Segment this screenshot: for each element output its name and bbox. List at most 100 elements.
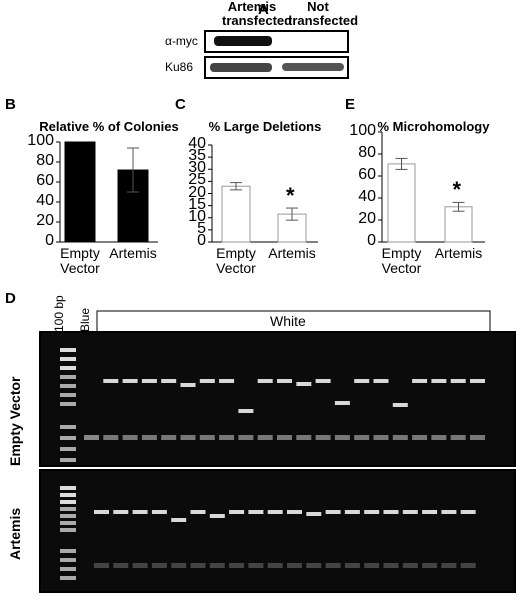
- ladder-band: [60, 436, 76, 440]
- gel-label: Empty Vector: [7, 376, 23, 466]
- gel-band: [180, 435, 196, 440]
- gel-band: [460, 563, 476, 568]
- x-tick-label: Artemis: [434, 245, 483, 261]
- blot-label: Ku86: [165, 60, 194, 74]
- gel-band: [209, 514, 225, 518]
- y-tick-label: 80: [36, 152, 54, 169]
- gel-band: [287, 510, 302, 514]
- blot: [204, 56, 349, 79]
- y-tick-label: 35: [188, 147, 206, 165]
- white-label: White: [270, 313, 306, 329]
- gel-band: [161, 435, 177, 440]
- gel-band: [460, 510, 476, 514]
- gel-band: [103, 379, 119, 383]
- gel-band: [94, 563, 109, 568]
- gel-band: [219, 379, 235, 383]
- x-tick-label: Empty Vector: [60, 245, 100, 276]
- gel-band: [190, 510, 206, 514]
- ladder-band: [60, 366, 76, 370]
- blot-label: α-myc: [165, 34, 198, 48]
- ladder-band: [60, 486, 76, 490]
- blue-label: Blue: [78, 307, 92, 332]
- bar: [444, 206, 473, 243]
- ladder-band: [60, 384, 76, 388]
- ladder-band: [60, 357, 76, 361]
- gel-band: [219, 435, 235, 440]
- gel-band: [441, 563, 457, 568]
- gel-band: [180, 383, 196, 387]
- gel-band: [248, 510, 264, 514]
- gel-band: [334, 435, 350, 440]
- gel-band: [84, 435, 99, 440]
- gel-band: [199, 435, 215, 440]
- gel-band: [315, 379, 331, 383]
- bar: [387, 163, 416, 243]
- x-tick-label: Artemis: [268, 245, 316, 261]
- gel-band: [161, 379, 177, 383]
- gel-band: [431, 435, 447, 440]
- gel-band: [238, 409, 254, 413]
- gel-band: [431, 379, 447, 383]
- gel-band: [296, 382, 312, 386]
- significance-mark: *: [286, 183, 295, 209]
- panel-letter: D: [5, 290, 16, 307]
- gel-band: [113, 510, 129, 514]
- y-tick-label: 25: [188, 171, 206, 189]
- panel-letter: A: [258, 1, 269, 18]
- bar: [117, 169, 149, 243]
- gel-band: [229, 510, 245, 514]
- chart-title: % Microhomology: [377, 119, 490, 134]
- panel-letter: B: [5, 96, 16, 113]
- ladder-label: 100 bp: [52, 295, 66, 332]
- gel-label: Artemis: [7, 507, 23, 560]
- lane-label: Not transfected: [288, 0, 359, 28]
- gel-band: [296, 435, 312, 440]
- gel-band: [470, 379, 485, 383]
- ladder-band: [60, 458, 76, 462]
- gel-band: [392, 403, 408, 407]
- ladder-band: [60, 576, 76, 580]
- gel-band: [267, 510, 283, 514]
- blot-band: [214, 36, 272, 46]
- gel-band: [334, 401, 350, 405]
- y-tick-label: 100: [349, 122, 376, 139]
- gel-band: [306, 512, 322, 516]
- gel-band: [325, 563, 341, 568]
- gel-band: [171, 518, 187, 522]
- gel-band: [151, 563, 167, 568]
- ladder-band: [60, 549, 76, 553]
- gel-band: [306, 563, 322, 568]
- ladder-band: [60, 393, 76, 397]
- y-tick-label: 0: [45, 232, 54, 249]
- gel-band: [422, 563, 438, 568]
- gel-band: [450, 379, 466, 383]
- gel-band: [373, 379, 389, 383]
- gel-band: [229, 563, 245, 568]
- x-tick-label: Artemis: [109, 245, 157, 261]
- y-tick-label: 0: [367, 232, 376, 249]
- chart-title: Relative % of Colonies: [39, 119, 179, 134]
- gel-band: [151, 510, 167, 514]
- gel-band: [113, 563, 129, 568]
- bar: [221, 185, 251, 243]
- gel-band: [344, 510, 360, 514]
- gel-band: [248, 563, 264, 568]
- gel-band: [422, 510, 438, 514]
- gel-band: [267, 563, 283, 568]
- ladder-band: [60, 348, 76, 352]
- gel-band: [257, 435, 273, 440]
- y-tick-label: 20: [36, 212, 54, 229]
- y-tick-label: 0: [197, 232, 206, 249]
- blot-band: [210, 63, 272, 72]
- gel-band: [402, 510, 418, 514]
- ladder-band: [60, 402, 76, 406]
- gel: [39, 331, 516, 467]
- blot-band: [282, 63, 344, 71]
- gel-band: [412, 379, 428, 383]
- y-tick-label: 40: [358, 188, 376, 205]
- gel-band: [364, 510, 380, 514]
- panel-letter: C: [175, 96, 186, 113]
- y-tick-label: 5: [197, 219, 206, 237]
- gel-band: [392, 435, 408, 440]
